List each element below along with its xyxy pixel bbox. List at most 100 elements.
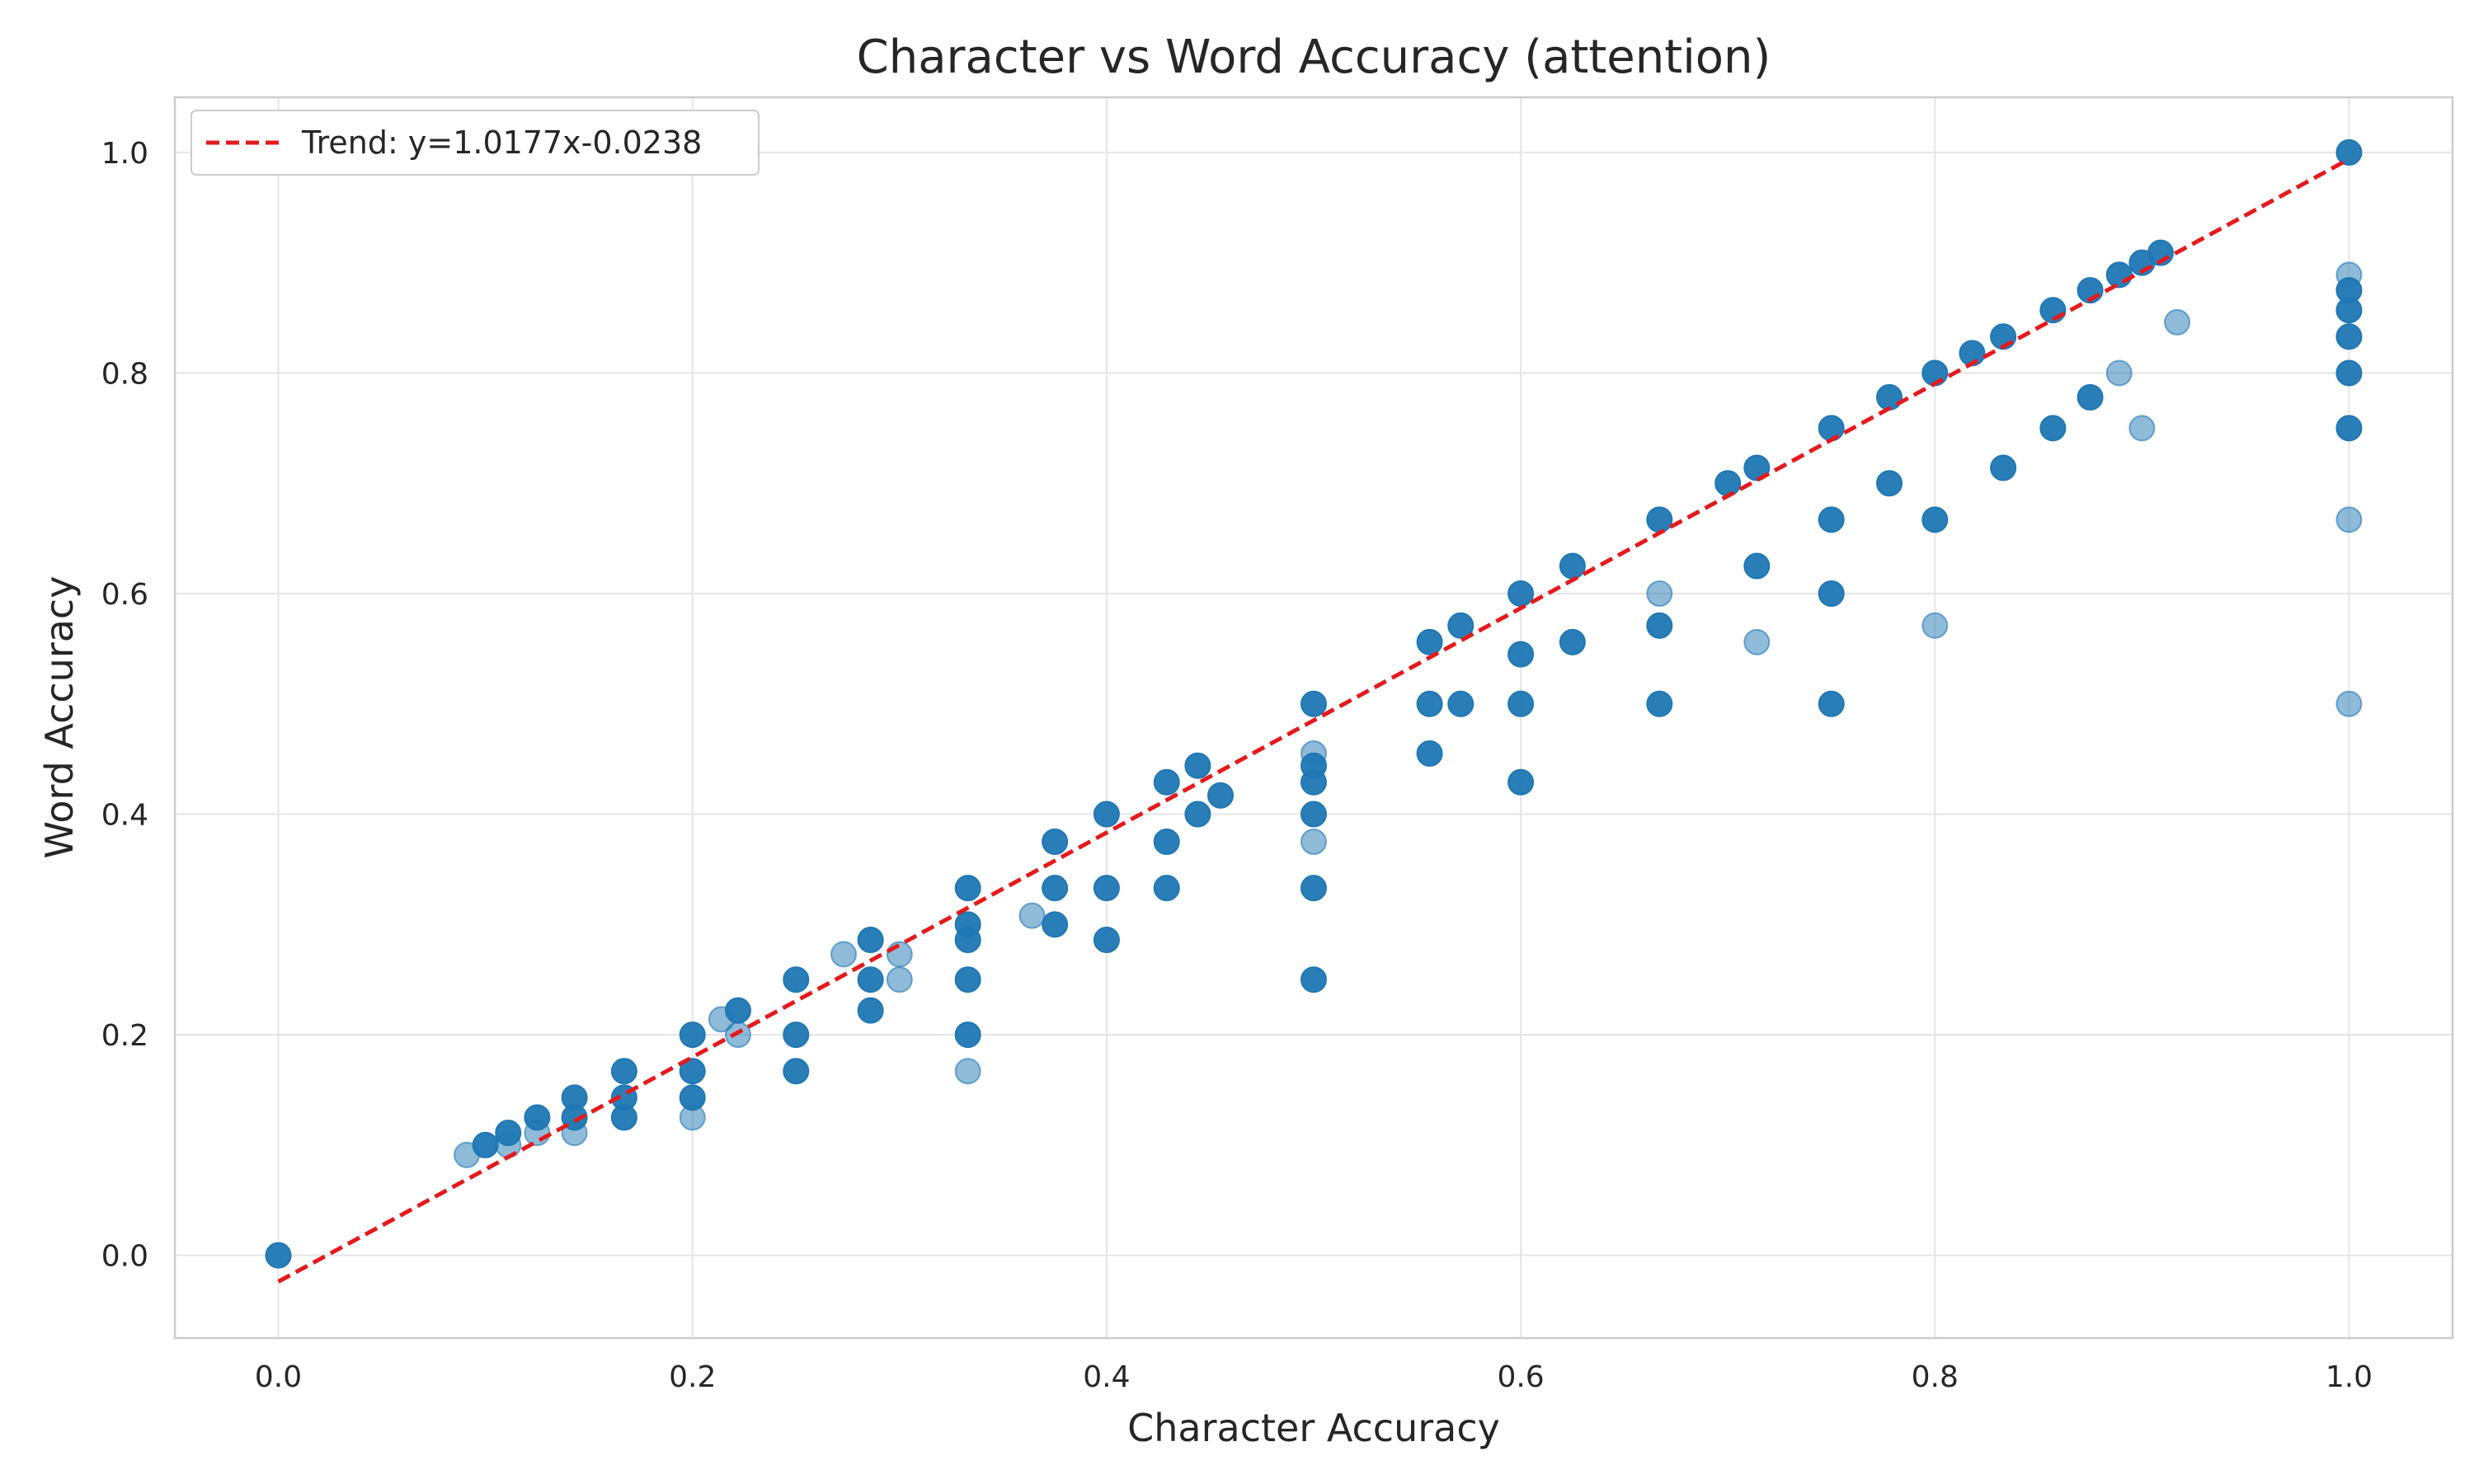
scatter-point <box>265 1242 292 1269</box>
x-tick-label: 0.4 <box>1083 1360 1130 1394</box>
scatter-point <box>1207 782 1235 809</box>
scatter-point <box>1184 801 1211 828</box>
data-points <box>265 139 2363 1269</box>
scatter-point <box>2128 415 2156 442</box>
scatter-point <box>1153 768 1180 796</box>
scatter-point <box>1300 768 1327 796</box>
scatter-point <box>2335 139 2363 166</box>
scatter-point <box>1447 690 1475 717</box>
scatter-point <box>857 997 884 1024</box>
scatter-point <box>1300 690 1327 717</box>
scatter-point <box>1447 612 1475 639</box>
scatter-point <box>610 1058 637 1085</box>
scatter-point <box>1714 470 1742 497</box>
scatter-point <box>2335 690 2363 717</box>
scatter-point <box>1416 690 1443 717</box>
y-tick-label: 0.2 <box>101 1019 148 1053</box>
y-axis-label: Word Accuracy <box>37 576 82 859</box>
scatter-point <box>1416 740 1443 767</box>
scatter-point <box>1818 580 1845 607</box>
scatter-point <box>1416 628 1443 655</box>
scatter-point <box>2335 506 2363 533</box>
scatter-point <box>1507 641 1535 668</box>
scatter-point <box>679 1058 706 1085</box>
trend-layer <box>277 157 2350 1284</box>
y-tick-label: 0.4 <box>101 799 148 833</box>
scatter-point <box>2105 261 2133 289</box>
y-tick-label: 0.6 <box>101 578 148 612</box>
scatter-point <box>954 1021 981 1049</box>
scatter-point <box>679 1021 706 1049</box>
scatter-point <box>2039 415 2067 442</box>
scatter-point <box>954 927 981 954</box>
scatter-point <box>1153 875 1180 902</box>
plot-frame <box>173 96 2454 1340</box>
chart-title: Character vs Word Accuracy (attention) <box>857 31 1771 84</box>
scatter-point <box>1093 927 1120 954</box>
x-axis-ticks: 0.0 0.2 0.4 0.6 0.8 1.0 <box>255 1360 2373 1394</box>
scatter-point <box>1300 875 1327 902</box>
scatter-point <box>1153 829 1180 855</box>
scatter-point <box>1093 875 1120 902</box>
scatter-point <box>1876 470 1903 497</box>
legend-trend-label: Trend: y=1.0177x-0.0238 <box>301 124 702 161</box>
scatter-point <box>783 1058 810 1085</box>
scatter-point <box>610 1104 637 1131</box>
y-tick-label: 0.0 <box>101 1240 148 1274</box>
scatter-point <box>2077 383 2104 411</box>
scatter-point <box>1300 829 1327 855</box>
scatter-point <box>1300 966 1327 993</box>
scatter-point <box>1184 752 1211 779</box>
scatter-point <box>1818 690 1845 717</box>
x-tick-label: 1.0 <box>2326 1360 2373 1394</box>
y-tick-label: 1.0 <box>101 137 148 171</box>
legend: Trend: y=1.0177x-0.0238 <box>190 110 760 176</box>
scatter-point <box>472 1131 499 1158</box>
y-tick-label: 0.8 <box>101 357 148 391</box>
scatter-point <box>954 966 981 993</box>
scatter-point <box>1300 801 1327 828</box>
x-axis-label: Character Accuracy <box>1127 1406 1500 1450</box>
scatter-point <box>886 941 913 968</box>
scatter-point <box>1042 829 1069 855</box>
scatter-point <box>1018 902 1046 929</box>
scatter-point <box>1042 875 1069 902</box>
legend-box <box>190 110 760 176</box>
scatter-point <box>679 1104 706 1131</box>
scatter-point <box>783 1021 810 1049</box>
scatter-point <box>1559 552 1586 580</box>
scatter-point <box>1743 628 1771 655</box>
scatter-point <box>2335 323 2363 350</box>
scatter-point <box>783 966 810 993</box>
scatter-point <box>857 927 884 954</box>
scatter-point <box>830 941 858 968</box>
scatter-point <box>2335 415 2363 442</box>
scatter-point <box>857 966 884 993</box>
scatter-point <box>886 966 913 993</box>
scatter-point <box>1646 506 1673 533</box>
trend-line <box>277 157 2350 1284</box>
scatter-point <box>1559 628 1586 655</box>
scatter-point <box>2164 308 2191 336</box>
scatter-point <box>1743 552 1771 580</box>
scatter-point <box>1507 768 1535 796</box>
scatter-point <box>2105 359 2133 387</box>
scatter-point <box>954 875 981 902</box>
scatter-point <box>524 1120 551 1147</box>
scatter-point <box>1042 911 1069 938</box>
scatter-point <box>2335 359 2363 387</box>
x-tick-label: 0.8 <box>1912 1360 1959 1394</box>
scatter-point <box>1646 580 1673 607</box>
scatter-point <box>495 1131 522 1158</box>
scatter-point <box>1921 506 1949 533</box>
scatter-point <box>1818 506 1845 533</box>
x-tick-label: 0.2 <box>669 1360 716 1394</box>
scatter-point <box>954 1058 981 1085</box>
scatter-point <box>724 1021 751 1049</box>
x-tick-label: 0.6 <box>1497 1360 1544 1394</box>
scatter-point <box>1093 801 1120 828</box>
scatter-point <box>1507 580 1535 607</box>
scatter-point <box>1921 612 1949 639</box>
